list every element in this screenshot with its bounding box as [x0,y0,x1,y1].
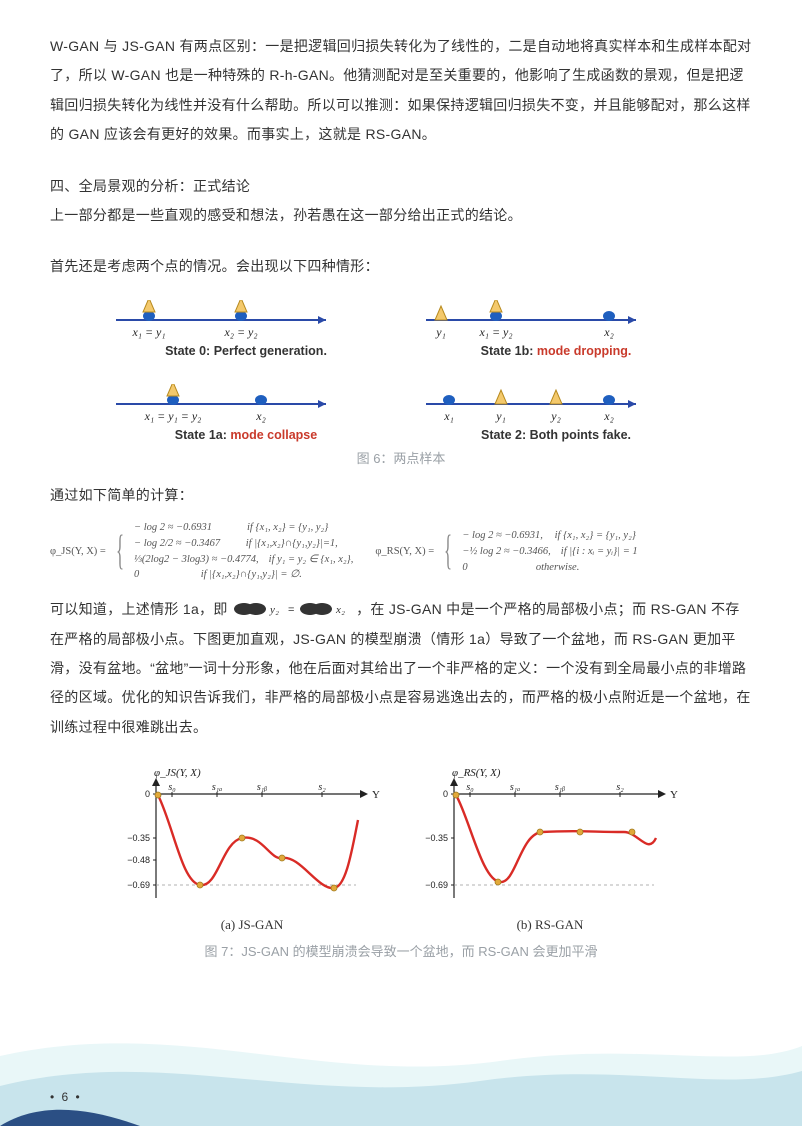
plot-rs-caption: (b) RS-GAN [410,917,690,933]
section-4-sub: 上一部分都是一些直观的感受和想法，孙若愚在这一部分给出正式的结论。 [50,201,752,230]
page-number: • 6 • [50,1090,82,1104]
svg-text:x₁ = y₂: x₁ = y₂ [478,325,512,339]
svg-text:y₂: y₂ [550,409,561,423]
svg-text:y₁: y₁ [435,325,446,339]
plot-js-gan: φ_JS(Y, X) Ys₀ s₁ₐ s₁ᵦ s₂ 0 −0.35 −0.48 −0.69 (a… [112,760,392,933]
svg-text:x₁ = y₁: x₁ = y₁ [131,325,165,339]
equations-row: φ_JS(Y, X) = { − log 2 ≈ −0.6931if {x₁, … [50,520,752,583]
phi-rs-equation: φ_RS(Y, X) = { − log 2 ≈ −0.6931,if {x₁,… [375,520,637,583]
svg-text:0: 0 [145,789,150,799]
svg-text:y₂: y₂ [269,604,279,616]
fig6-panel: x₁ = y₁ x₂ = y₂ State 0: Perfect generati… [111,300,381,358]
svg-text:0: 0 [443,789,448,799]
svg-text:x₁ = y₁ = y₂: x₁ = y₁ = y₂ [144,409,202,423]
svg-text:−0.69: −0.69 [127,880,150,890]
svg-text:−0.48: −0.48 [127,855,150,865]
plot-js-caption: (a) JS-GAN [112,917,392,933]
svg-text:−0.35: −0.35 [127,833,150,843]
para2b: ，在 JS-GAN 中是一个严格的局部极小点；而 RS-GAN 不存在严格的局部… [50,601,751,735]
svg-text:s₁ₐ: s₁ₐ [212,782,222,793]
paragraph-analysis: 可以知道，上述情形 1a，即 y₂ = x₂ ，在 JS-GAN 中是一个严格的… [50,595,752,742]
fig6-panel-caption: State 0: Perfect generation. [111,344,381,358]
fig6-panel-caption: State 2: Both points fake. [421,428,691,442]
inline-overlap-icon: y₂ = x₂ [232,600,352,618]
fig6-panel: x₁ = y₁ = y₂ x₂ State 1a: mode collapse [111,384,381,442]
svg-text:s₀: s₀ [168,782,176,793]
svg-text:−0.35: −0.35 [425,833,448,843]
svg-text:y₁: y₁ [495,409,506,423]
svg-text:s₁ₐ: s₁ₐ [510,782,520,793]
svg-text:s₂: s₂ [318,782,326,793]
para2a: 可以知道，上述情形 1a，即 [50,601,232,617]
svg-text:Y: Y [372,789,380,801]
svg-text:−0.69: −0.69 [425,880,448,890]
svg-text:=: = [288,604,295,616]
paragraph-intro: W-GAN 与 JS-GAN 有两点区别：一是把逻辑回归损失转化为了线性的，二是… [50,32,752,150]
fig6-panel-caption: State 1a: mode collapse [111,428,381,442]
phi-js-lhs: φ_JS(Y, X) = [50,544,106,560]
svg-text:x₂: x₂ [603,409,614,423]
page-wave-decoration [0,1016,802,1126]
fig6-panel: x₁ y₁ y₂ x₂ State 2: Both points fake. [421,384,691,442]
svg-text:s₂: s₂ [616,782,624,793]
svg-text:s₀: s₀ [466,782,474,793]
svg-text:φ_RS(Y, X): φ_RS(Y, X) [452,767,501,779]
svg-text:Y: Y [670,789,678,801]
figure-6-caption: 图 6：两点样本 [111,448,691,467]
calc-lead: 通过如下简单的计算： [50,481,752,510]
figure-7-caption: 图 7：JS-GAN 的模型崩溃会导致一个盆地，而 RS-GAN 会更加平滑 [50,941,752,960]
figure-6: x₁ = y₁ x₂ = y₂ State 0: Perfect generati… [111,300,691,467]
svg-text:s₁ᵦ: s₁ᵦ [555,782,565,793]
phi-js-equation: φ_JS(Y, X) = { − log 2 ≈ −0.6931if {x₁, … [50,520,353,583]
phi-rs-lhs: φ_RS(Y, X) = [375,544,434,560]
svg-text:x₂: x₂ [335,604,345,616]
svg-text:x₂ = y₂: x₂ = y₂ [223,325,257,339]
plot-rs-gan: φ_RS(Y, X) Ys₀ s₁ₐ s₁ᵦ s₂ 0 −0.35 −0.69 (b) RS-… [410,760,690,933]
svg-text:x₂: x₂ [603,325,614,339]
svg-text:φ_JS(Y, X): φ_JS(Y, X) [154,767,201,779]
fig6-panel-caption: State 1b: mode dropping. [421,344,691,358]
section-4-title: 四、全局景观的分析：正式结论 [50,172,752,201]
fig6-panel: y₁ x₁ = y₂ x₂ State 1b: mode dropping. [421,300,691,358]
svg-text:x₂: x₂ [255,409,266,423]
figure-7: φ_JS(Y, X) Ys₀ s₁ₐ s₁ᵦ s₂ 0 −0.35 −0.48 −0.69 (a… [50,760,752,933]
svg-text:x₁: x₁ [443,409,454,423]
svg-text:s₁ᵦ: s₁ᵦ [257,782,267,793]
section-4-lead: 首先还是考虑两个点的情况。会出现以下四种情形： [50,252,752,281]
